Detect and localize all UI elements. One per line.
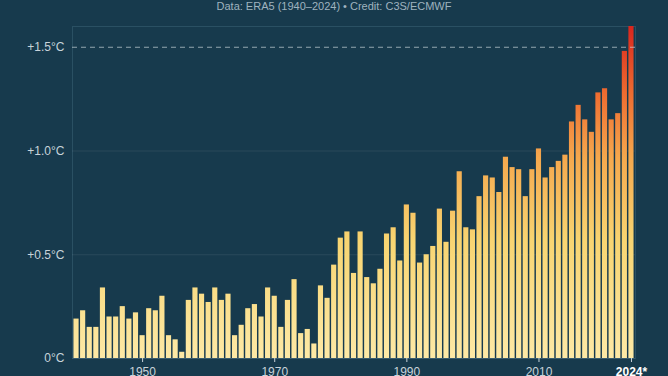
html-text:Data: ERA5 (1940–2024) • Credi: Data: ERA5 (1940–2024) • Credit: C3S/ECM… <box>216 0 452 12</box>
svg-text:1970: 1970 <box>261 365 288 376</box>
svg-text:2024*: 2024* <box>616 365 648 376</box>
svg-text:1950: 1950 <box>129 365 156 376</box>
svg-text:1990: 1990 <box>393 365 420 376</box>
svg-text:0°C: 0°C <box>44 351 64 365</box>
svg-text:+1.0°C: +1.0°C <box>27 144 64 158</box>
svg-text:+0.5°C: +0.5°C <box>27 248 64 262</box>
svg-text:+1.5°C: +1.5°C <box>27 40 64 54</box>
svg-text:2010: 2010 <box>526 365 553 376</box>
